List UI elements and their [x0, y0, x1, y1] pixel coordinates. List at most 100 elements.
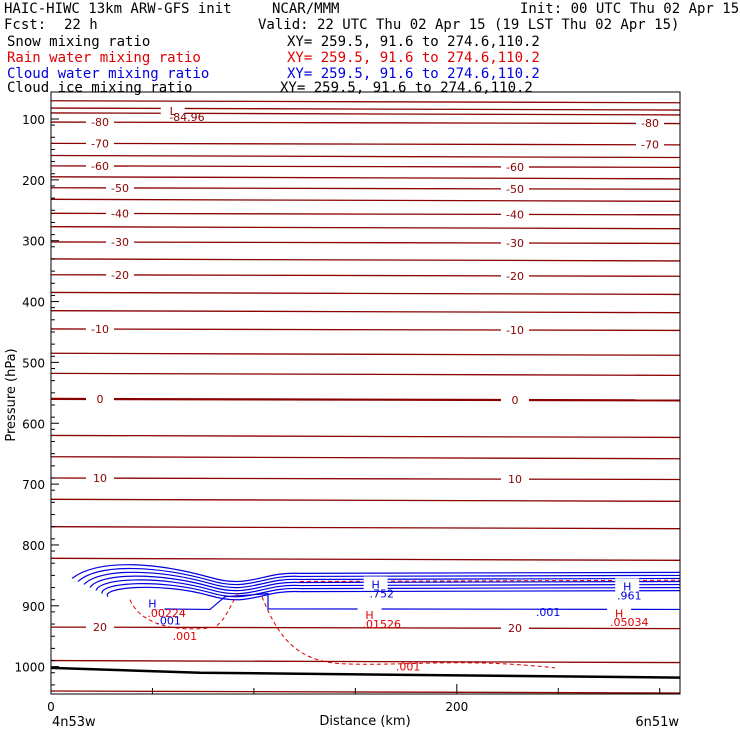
isotherm-label: -10: [91, 323, 109, 336]
forecast-label: Fcst:: [4, 17, 47, 33]
extremum-annotation: .752: [369, 588, 394, 601]
extremum-annotation: .01526: [362, 618, 401, 631]
isotherm-label-bg: [106, 268, 134, 281]
isotherm-label-bg: [106, 235, 134, 248]
isotherm-label: -70: [641, 138, 659, 151]
isotherm-label: 0: [97, 393, 104, 406]
extremum-annotation: H: [623, 580, 631, 593]
cloud-water-contour: [71, 564, 680, 583]
isotherm-line: [51, 456, 680, 460]
isotherm-label-bg: [501, 323, 529, 336]
extremum-annotation: H: [365, 609, 373, 622]
isotherm-line: [51, 626, 680, 630]
ground-surface: [50, 666, 681, 679]
isotherm-label: 10: [508, 473, 522, 486]
isotherm-label-bg: [501, 473, 529, 486]
isotherm-label: -30: [111, 236, 129, 249]
isotherm-label-bg: [636, 138, 664, 151]
isotherm-line: [51, 291, 680, 296]
isotherm-label-bg: [106, 181, 134, 194]
isotherm-line: [51, 187, 680, 190]
field-cloudwater-xy: XY= 259.5, 91.6 to 274.6,110.2: [287, 66, 540, 82]
isotherm-label: 20: [508, 622, 522, 635]
isotherm-label: -40: [506, 208, 524, 221]
field-cloudwater-name: Cloud water mixing ratio: [7, 66, 210, 82]
y-tick-label: 400: [22, 296, 45, 310]
isotherm-label: 20: [93, 621, 107, 634]
isotherm-line: [51, 434, 680, 439]
y-tick-label: 900: [22, 600, 45, 614]
x-axis-label: Distance (km): [319, 714, 410, 729]
isotherm-label: -10: [506, 324, 524, 337]
isotherm-label-bg: [86, 621, 114, 634]
isotherm-line: [51, 176, 680, 180]
org-label: NCAR/MMM: [272, 1, 340, 17]
isotherm-line: [51, 198, 680, 202]
isotherm-line: [51, 477, 680, 481]
annotation-bg: [140, 595, 165, 610]
model-title: HAIC-HIWC 13km ARW-GFS init: [4, 1, 232, 17]
cloud-water-contour: [106, 586, 680, 601]
rain-water-contour: [129, 590, 556, 669]
isotherm-line: [51, 165, 680, 169]
isotherm-line: [51, 310, 680, 314]
y-tick-label: 300: [22, 235, 45, 249]
isotherm-line: [51, 112, 680, 116]
isotherm-label: -60: [506, 161, 524, 174]
field-snow-name: Snow mixing ratio: [7, 34, 151, 50]
y-tick-label: 600: [22, 417, 45, 431]
isotherm-line: [51, 352, 680, 356]
isotherm-label-bg: [86, 137, 114, 150]
isotherm-label: -50: [111, 182, 129, 195]
isotherm-line: [51, 328, 680, 332]
isotherm-line: [51, 526, 680, 530]
isotherm-line: [51, 154, 680, 159]
y-tick-label: 100: [22, 113, 45, 127]
isotherm-line: [51, 258, 680, 262]
isotherm-label-bg: [501, 208, 529, 221]
isotherm-line: [51, 142, 680, 146]
isotherm-label: -30: [506, 237, 524, 250]
extremum-annotation: .001: [536, 606, 561, 619]
extremum-annotation: .001: [173, 630, 198, 643]
annotation-bg: [615, 578, 640, 593]
isotherm-label: 0: [512, 394, 519, 407]
cloud-water-contour: [77, 567, 680, 586]
extremum-annotation: .00224: [147, 607, 186, 620]
isotherm-label-bg: [86, 159, 114, 172]
extremum-annotation: .001: [396, 661, 421, 674]
cloud-water-contour: [95, 579, 680, 595]
isotherm-line: [51, 659, 680, 664]
valid-time: Valid: 22 UTC Thu 02 Apr 15 (19 LST Thu …: [258, 17, 680, 33]
y-axis-label: Pressure (hPa): [4, 348, 19, 441]
extremum-annotation: H: [372, 579, 380, 592]
isotherm-line: [51, 498, 680, 502]
isotherm-label: -20: [506, 270, 524, 283]
annotation-bg: [363, 576, 388, 591]
field-snow-xy: XY= 259.5, 91.6 to 274.6,110.2: [287, 34, 540, 50]
isotherm-line: [51, 557, 680, 561]
isotherm-line: [51, 100, 680, 104]
cloud-water-contour: [101, 583, 680, 598]
isotherm-label: -20: [111, 269, 129, 282]
isotherm-label-bg: [106, 207, 134, 220]
isotherm-label: -70: [91, 137, 109, 150]
isotherm-label-bg: [501, 622, 529, 635]
isotherm-line: [51, 690, 680, 694]
isotherm-line: [51, 121, 680, 125]
isotherm-label-bg: [501, 160, 529, 173]
isotherm-line: [51, 274, 680, 277]
isotherm-line: [51, 212, 680, 216]
isotherm-label-bg: [636, 117, 664, 130]
field-rain-xy: XY= 259.5, 91.6 to 274.6,110.2: [287, 50, 540, 66]
extremum-annotation: H: [148, 597, 156, 610]
isotherm-label-bg: [501, 269, 529, 282]
annotation-bg: [160, 103, 185, 118]
extremum-annotation: L: [170, 105, 177, 118]
forecast-hours: 22 h: [64, 17, 98, 33]
isotherm-label-bg: [501, 182, 529, 195]
isotherm-line: [51, 107, 680, 111]
extremum-annotation: .05034: [610, 616, 649, 629]
isotherm-label: -50: [506, 183, 524, 196]
